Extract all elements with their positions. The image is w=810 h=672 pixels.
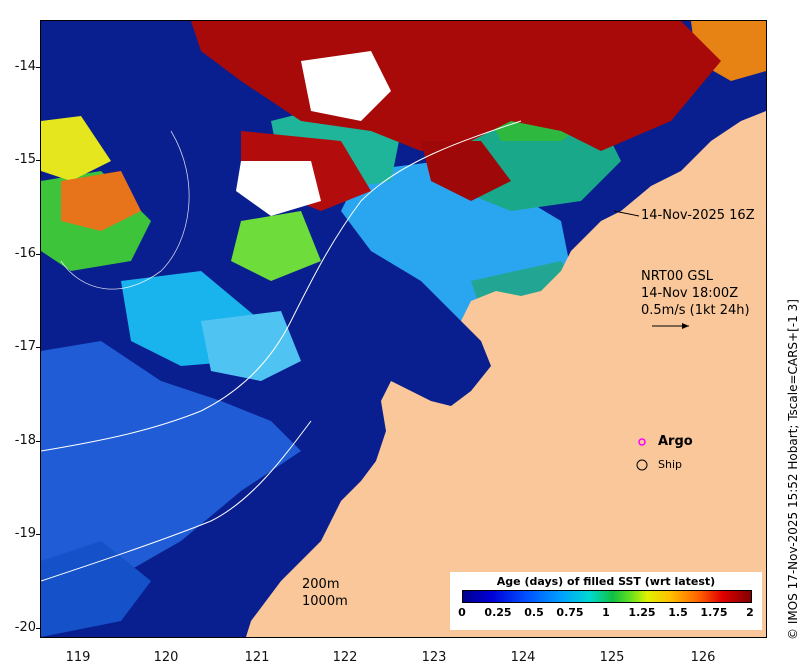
no-data-region-2 (236, 161, 321, 216)
currents-time: 14-Nov 18:00Z (641, 286, 739, 301)
sst-region-green-3 (231, 211, 321, 281)
colorbar-title: Age (days) of filled SST (wrt latest) (496, 575, 716, 588)
colorbar-label: 1.25 (628, 606, 656, 619)
tick (36, 254, 40, 255)
ship-legend-marker (636, 459, 648, 471)
ship-legend-label: Ship (658, 458, 682, 471)
map-canvas (41, 21, 766, 637)
y-tick-label: -20 (14, 620, 36, 635)
sst-region-blue (41, 341, 301, 601)
y-tick-label: -18 (14, 433, 36, 448)
y-tick-label: -19 (14, 526, 36, 541)
colorbar-label: 2 (746, 606, 754, 619)
land-mass (246, 111, 766, 637)
tick (36, 67, 40, 68)
x-tick-label: 119 (65, 650, 91, 665)
x-tick-label: 122 (332, 650, 358, 665)
colorbar-label: 1 (602, 606, 610, 619)
tick (36, 347, 40, 348)
x-tick-label: 123 (421, 650, 447, 665)
x-tick-label: 121 (244, 650, 270, 665)
argo-legend-label: Argo (658, 434, 693, 449)
x-tick-label: 120 (153, 650, 179, 665)
contour-1000m-label: 1000m (302, 594, 348, 609)
sst-region-dark-red-3 (421, 141, 511, 201)
currents-scale: 0.5m/s (1kt 24h) (641, 303, 750, 318)
tick (36, 160, 40, 161)
sst-region-yellow (41, 116, 111, 181)
sst-region-orange (61, 171, 141, 231)
timestamp-pointer (613, 210, 640, 217)
sst-region-dark-red (191, 21, 721, 151)
x-tick-label: 126 (690, 650, 716, 665)
timestamp-label: 14-Nov-2025 16Z (641, 208, 755, 223)
tick (36, 441, 40, 442)
current-scale-arrowhead (682, 323, 689, 329)
colorbar-label: 1.5 (668, 606, 688, 619)
x-tick-label: 125 (599, 650, 625, 665)
colorbar-label: 0.25 (484, 606, 512, 619)
x-tick-label: 124 (510, 650, 536, 665)
y-tick-label: -14 (14, 59, 36, 74)
contour-200m (41, 120, 522, 452)
currents-title: NRT00 GSL (641, 269, 713, 284)
argo-legend-marker (638, 438, 646, 446)
sst-region-blue-2 (41, 541, 151, 637)
sst-age-map[interactable] (40, 20, 767, 638)
contour-1000m (41, 420, 312, 582)
colorbar-label: 0 (458, 606, 466, 619)
colorbar-legend: Age (days) of filled SST (wrt latest) 0 … (450, 572, 762, 630)
y-tick-label: -17 (14, 339, 36, 354)
tick (36, 534, 40, 535)
colorbar-label: 1.75 (700, 606, 728, 619)
colorbar-label: 0.75 (556, 606, 584, 619)
no-data-region (301, 51, 391, 121)
sst-region-cyan-3 (201, 311, 301, 381)
y-tick-label: -15 (14, 152, 36, 167)
contour-200m-label: 200m (302, 577, 340, 592)
colorbar-gradient (462, 590, 752, 603)
tick (36, 628, 40, 629)
y-tick-label: -16 (14, 246, 36, 261)
colorbar-label: 0.5 (524, 606, 544, 619)
contour-line (60, 130, 190, 290)
side-credit: © IMOS 17-Nov-2025 15:52 Hobart; Tscale=… (786, 299, 800, 640)
